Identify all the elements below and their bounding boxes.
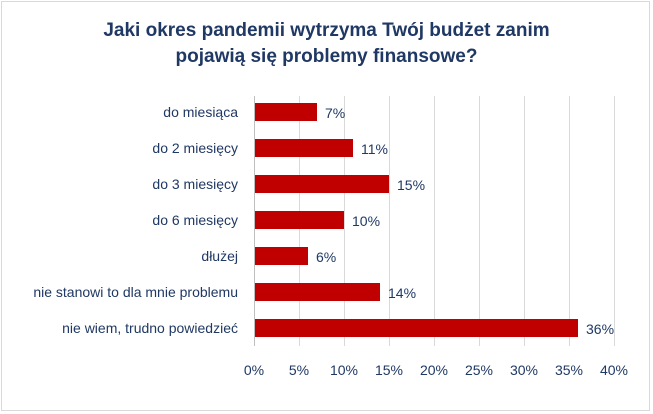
x-tick-label: 0% [244, 362, 264, 378]
data-label: 15% [397, 177, 425, 193]
category-label: nie wiem, trudno powiedzieć [62, 320, 238, 336]
bar [255, 175, 389, 193]
x-tick-label: 10% [330, 362, 358, 378]
bar [255, 211, 344, 229]
data-label: 7% [325, 105, 345, 121]
data-label: 6% [316, 249, 336, 265]
x-tick-label: 40% [600, 362, 628, 378]
data-label: 14% [388, 285, 416, 301]
x-tick-label: 35% [555, 362, 583, 378]
chart-title: Jaki okres pandemii wytrzyma Twój budżet… [0, 18, 653, 70]
chart-title-line-2: pojawią się problemy finansowe? [175, 46, 478, 67]
chart-title-line-1: Jaki okres pandemii wytrzyma Twój budżet… [103, 20, 550, 41]
bar [255, 247, 308, 265]
bar [255, 139, 353, 157]
x-tick-label: 15% [375, 362, 403, 378]
x-tick-label: 25% [465, 362, 493, 378]
data-label: 10% [352, 213, 380, 229]
category-label: nie stanowi to dla mnie problemu [33, 284, 238, 300]
bar [255, 319, 578, 337]
category-label: do 3 miesięcy [152, 176, 238, 192]
bar [255, 283, 380, 301]
data-label: 36% [586, 321, 614, 337]
category-label: do 2 miesięcy [152, 140, 238, 156]
category-label: do 6 miesięcy [152, 212, 238, 228]
category-label: dłużej [201, 248, 238, 264]
data-label: 11% [361, 141, 388, 157]
x-tick-label: 5% [289, 362, 309, 378]
x-tick-label: 30% [510, 362, 538, 378]
x-tick-label: 20% [420, 362, 448, 378]
bar [255, 103, 317, 121]
category-label: do miesiąca [163, 104, 238, 120]
